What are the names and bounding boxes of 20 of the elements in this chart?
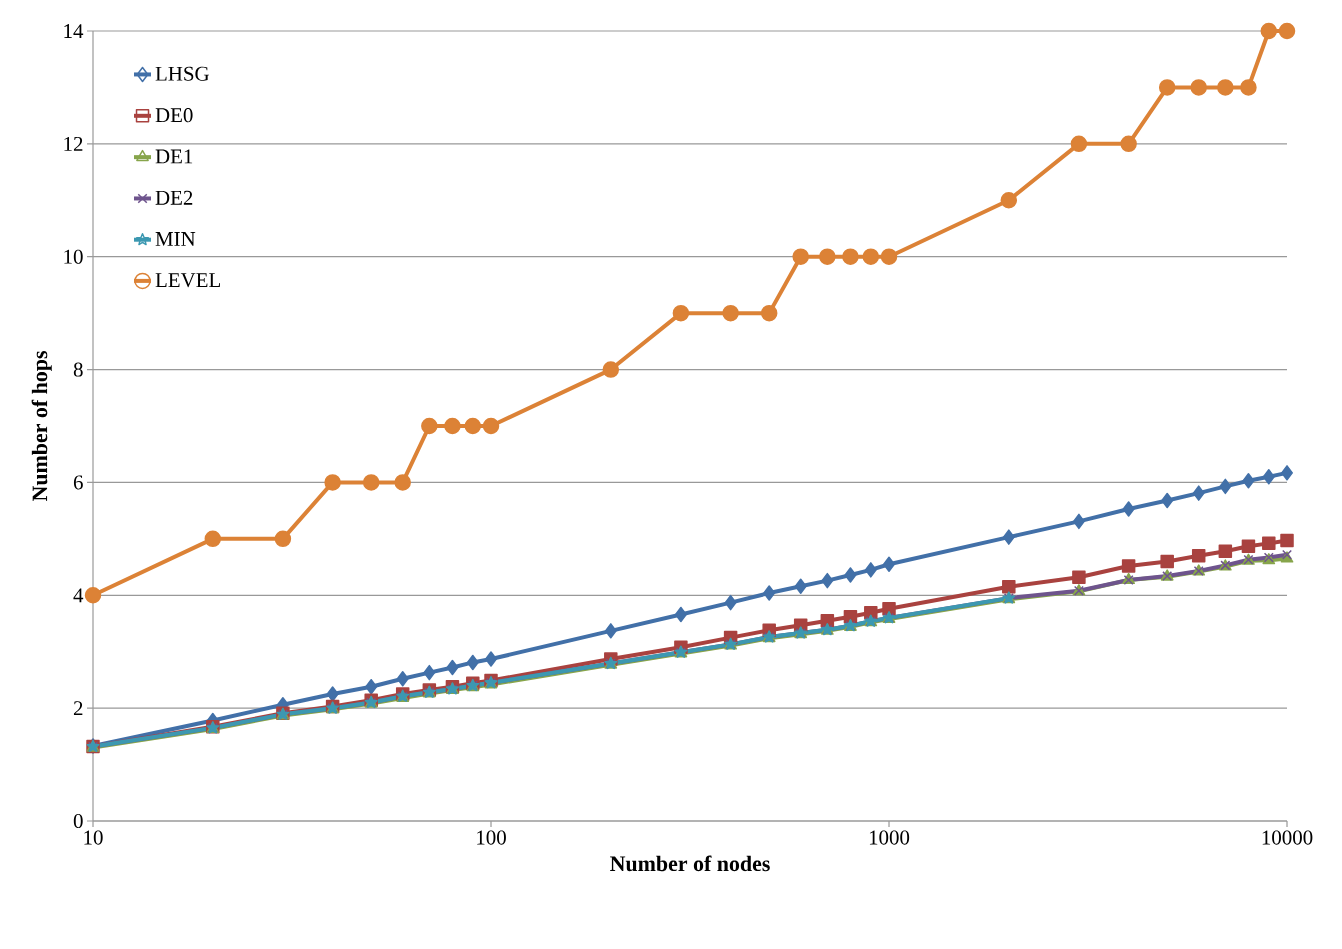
y-tick-label: 0: [73, 813, 83, 829]
y-tick-label: 8: [73, 362, 83, 377]
y-tick-label: 10: [64, 249, 83, 264]
legend-label: DE1: [155, 149, 193, 164]
x-tick-label: 100: [477, 830, 506, 845]
y-tick-label: 4: [73, 588, 84, 603]
y-axis-title: Number of hops: [31, 351, 52, 502]
y-tick-label: 12: [64, 136, 83, 151]
x-tick-label: 10000: [1262, 830, 1313, 845]
x-tick-label: 10: [84, 830, 103, 845]
x-tick-label: 1000: [869, 830, 910, 845]
legend-label: LHSG: [155, 66, 209, 81]
legend-label: DE2: [155, 190, 193, 205]
legend-label: LEVEL: [155, 273, 220, 288]
legend-label: DE0: [155, 108, 193, 123]
y-tick-label: 2: [73, 701, 83, 716]
x-axis-title: Number of nodes: [610, 855, 770, 872]
legend-label: MIN: [155, 232, 196, 246]
y-tick-label: 14: [64, 24, 84, 38]
y-tick-label: 6: [73, 475, 83, 490]
